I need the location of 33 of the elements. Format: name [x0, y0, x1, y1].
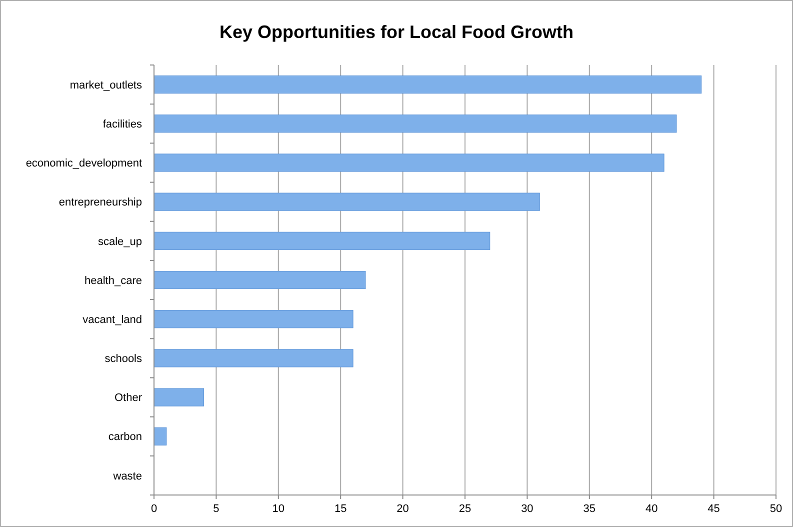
- y-tick-label: scale_up: [98, 236, 142, 248]
- y-tick-label: market_outlets: [70, 79, 142, 92]
- y-tick-label: vacant_land: [82, 314, 142, 326]
- y-tick-label: economic_development: [26, 158, 142, 170]
- bar: [154, 427, 167, 446]
- x-tick-label: 45: [708, 503, 720, 515]
- bar: [154, 192, 540, 211]
- y-tick-label: entrepreneurship: [58, 196, 142, 209]
- x-tick-label: 0: [150, 503, 158, 515]
- x-tick-label: 15: [334, 503, 347, 515]
- x-tick-label: 40: [645, 503, 658, 515]
- y-tick-label: waste: [112, 470, 142, 482]
- x-tick-label: 30: [521, 503, 534, 515]
- y-tick-label: Other: [114, 392, 142, 404]
- x-tick-label: 50: [770, 503, 782, 515]
- bar: [154, 154, 664, 172]
- y-tick-label: carbon: [108, 431, 142, 444]
- bar: [154, 310, 354, 328]
- x-tick-label: 10: [272, 503, 285, 515]
- chart-title: Key Opportunities for Local Food Growth: [220, 22, 574, 42]
- x-tick-label: 25: [458, 503, 472, 515]
- bar: [154, 270, 366, 290]
- bar: [154, 76, 702, 94]
- y-tick-label: schools: [104, 353, 142, 366]
- x-tick-label: 20: [396, 503, 409, 515]
- x-tick-label: 5: [213, 503, 220, 515]
- y-tick-label: health_care: [84, 274, 142, 287]
- bar: [154, 388, 204, 406]
- bar: [154, 349, 354, 368]
- bar: [154, 114, 677, 133]
- y-tick-label: facilities: [102, 118, 142, 130]
- bar: [154, 232, 490, 250]
- x-tick-label: 35: [583, 503, 596, 515]
